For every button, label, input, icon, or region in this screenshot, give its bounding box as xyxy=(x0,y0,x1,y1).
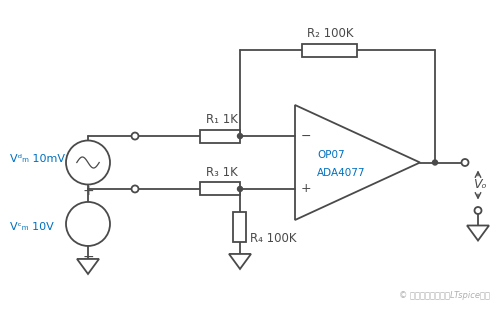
Text: −: − xyxy=(301,129,311,143)
Bar xyxy=(200,129,240,143)
Text: © 放大器参数解析与LTspice仿真: © 放大器参数解析与LTspice仿真 xyxy=(399,291,490,300)
Bar xyxy=(302,43,358,56)
Text: +: + xyxy=(301,182,312,195)
Polygon shape xyxy=(295,105,420,220)
Text: R₂ 100K: R₂ 100K xyxy=(307,27,353,40)
Circle shape xyxy=(474,207,481,214)
Text: Vᶜₘ 10V: Vᶜₘ 10V xyxy=(10,222,54,232)
Text: R₁ 1K: R₁ 1K xyxy=(206,113,238,126)
Text: +: + xyxy=(82,184,94,198)
Text: Vᵈₘ 10mV: Vᵈₘ 10mV xyxy=(10,154,65,164)
Text: R₄ 100K: R₄ 100K xyxy=(250,232,296,245)
Circle shape xyxy=(66,140,110,185)
Circle shape xyxy=(131,186,138,192)
Circle shape xyxy=(461,159,468,166)
Polygon shape xyxy=(77,259,99,274)
Text: Vₒ: Vₒ xyxy=(473,178,486,191)
Text: ADA4077: ADA4077 xyxy=(317,168,366,177)
Polygon shape xyxy=(467,226,489,240)
Text: OP07: OP07 xyxy=(317,150,345,159)
Circle shape xyxy=(433,160,438,165)
Circle shape xyxy=(237,134,242,139)
Circle shape xyxy=(66,202,110,246)
Circle shape xyxy=(131,133,138,140)
Text: R₃ 1K: R₃ 1K xyxy=(206,166,238,179)
Polygon shape xyxy=(229,254,251,269)
Text: −: − xyxy=(82,250,94,264)
Bar xyxy=(233,212,246,242)
Circle shape xyxy=(237,186,242,192)
Bar xyxy=(200,182,240,195)
